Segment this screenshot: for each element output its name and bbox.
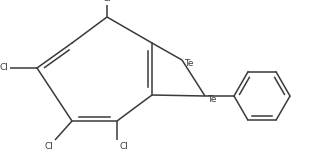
Text: Te: Te xyxy=(207,95,217,104)
Text: Cl: Cl xyxy=(44,142,53,151)
Text: Cl: Cl xyxy=(103,0,112,3)
Text: Cl: Cl xyxy=(119,142,128,151)
Text: Cl: Cl xyxy=(0,64,8,73)
Text: Te: Te xyxy=(184,58,193,67)
